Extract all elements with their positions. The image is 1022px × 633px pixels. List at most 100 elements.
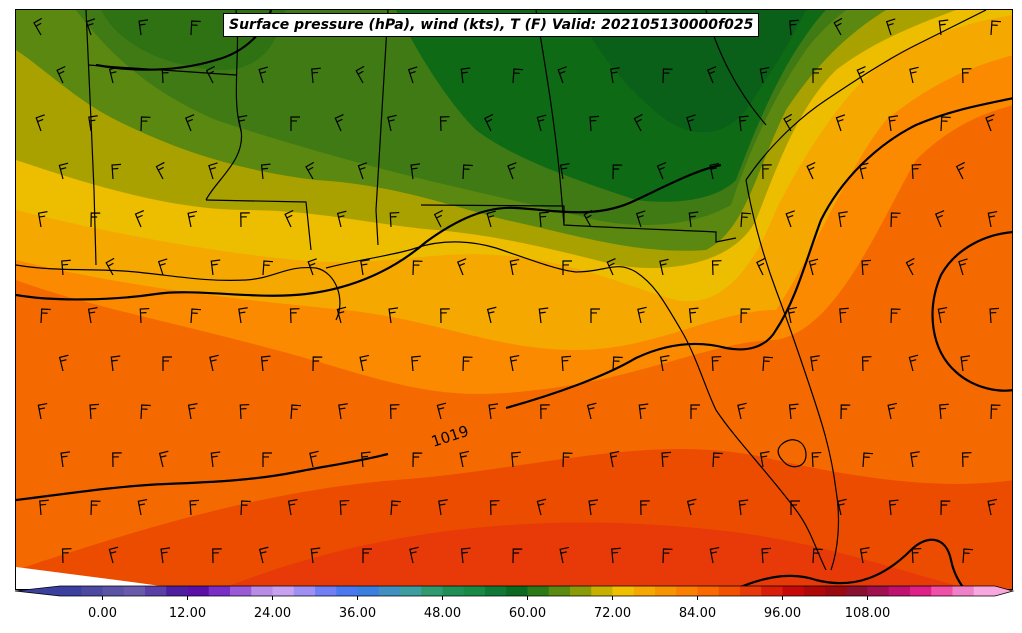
wind-barb — [362, 548, 372, 563]
wind-barb — [962, 548, 973, 564]
wind-barb — [557, 66, 567, 84]
wind-barb — [690, 404, 700, 419]
wind-barb — [633, 113, 643, 132]
colorbar-tick-label: 48.00 — [423, 606, 462, 621]
wind-barb — [509, 354, 520, 372]
wind-barb — [262, 452, 272, 467]
wind-barbs — [33, 17, 1001, 564]
wind-barb — [612, 164, 623, 180]
wind-barb — [105, 257, 115, 276]
wind-barb — [258, 546, 269, 564]
wind-barb — [559, 163, 570, 180]
wind-barb — [756, 257, 766, 276]
colorbar-tick-label: 60.00 — [508, 606, 547, 621]
wind-barb — [155, 161, 165, 180]
colorbar-cell — [740, 586, 762, 596]
colorbar-cell — [506, 586, 528, 596]
wind-barb — [559, 546, 570, 564]
wind-barb — [260, 355, 271, 372]
wind-barb — [640, 500, 650, 516]
lake-okeechobee — [777, 439, 807, 468]
colorbar-cell — [400, 586, 422, 596]
wind-barb — [290, 404, 301, 420]
wind-barb — [336, 306, 347, 324]
wind-barb — [187, 403, 198, 420]
wind-barb — [35, 114, 45, 132]
wind-barb — [783, 113, 793, 132]
wind-barb — [157, 258, 168, 276]
wind-barb — [862, 452, 873, 468]
wind-barb — [839, 307, 849, 324]
colorbar-cell — [102, 586, 125, 596]
wind-barb — [258, 66, 268, 84]
colorbar-cell — [378, 586, 401, 596]
wind-barb — [140, 116, 151, 132]
wind-barb — [90, 212, 101, 228]
wind-barb — [512, 548, 523, 564]
wind-barb — [762, 356, 773, 372]
wind-barb — [762, 164, 772, 180]
weather-map: 1019 — [16, 10, 1012, 589]
wind-barb — [108, 546, 119, 564]
colorbar-cell — [548, 586, 571, 596]
wind-barb — [462, 164, 473, 180]
wind-barb — [960, 355, 971, 372]
wind-barb — [561, 355, 572, 372]
state-border-florida-panhandle — [420, 204, 737, 243]
wind-barb — [905, 257, 915, 276]
wind-barb — [262, 260, 273, 276]
wind-barb — [462, 356, 473, 372]
colorbar-cell — [336, 586, 358, 596]
wind-barb — [209, 354, 219, 372]
colorbar-cell — [527, 586, 550, 596]
wind-barb — [37, 402, 48, 420]
wind-barb — [240, 500, 251, 516]
colorbar-cell — [931, 586, 953, 596]
wind-barb — [885, 18, 896, 36]
wind-barb — [438, 499, 448, 516]
colorbar-cell — [81, 586, 103, 596]
wind-barb — [187, 210, 198, 228]
wind-barb — [409, 546, 419, 564]
wind-barb — [738, 499, 749, 516]
wind-barb — [459, 450, 470, 468]
wind-barb — [162, 356, 172, 371]
wind-barb — [686, 114, 696, 132]
wind-barb — [355, 65, 365, 84]
colorbar-tick-label: 24.00 — [253, 606, 292, 621]
isobar-central — [16, 163, 722, 301]
wind-barb — [888, 115, 899, 132]
wind-barb — [411, 355, 421, 372]
colorbar-cell — [293, 586, 316, 596]
colorbar-cells — [14, 585, 1015, 597]
wind-barb — [539, 211, 549, 228]
colorbar-cell — [888, 586, 911, 596]
wind-barb — [738, 115, 749, 132]
wind-barb — [833, 17, 843, 36]
colorbar-cell — [230, 586, 252, 596]
wind-barb — [212, 548, 222, 564]
wind-barb — [635, 210, 646, 228]
wind-barb — [659, 355, 670, 372]
wind-barb — [611, 547, 621, 564]
wind-barb — [309, 450, 319, 468]
wind-barb — [210, 451, 221, 468]
wind-barb — [190, 20, 201, 36]
no-data-corner — [16, 567, 183, 589]
wind-barb — [811, 451, 822, 468]
wind-barb — [890, 212, 901, 228]
wind-barb — [661, 451, 672, 468]
wind-barb — [85, 18, 96, 36]
wind-barb — [58, 162, 69, 180]
wind-barb — [958, 258, 968, 276]
gulf-coastline — [16, 241, 827, 571]
wind-barb — [938, 19, 949, 36]
wind-barb — [989, 307, 1000, 324]
colorbar-tick-label: 72.00 — [593, 606, 632, 621]
colorbar-cell — [846, 586, 868, 596]
wind-barb — [939, 403, 949, 420]
wind-barb — [433, 209, 443, 228]
state-border-louisiana-north — [205, 199, 312, 251]
wind-barb — [290, 116, 300, 131]
wind-barb — [260, 163, 271, 180]
